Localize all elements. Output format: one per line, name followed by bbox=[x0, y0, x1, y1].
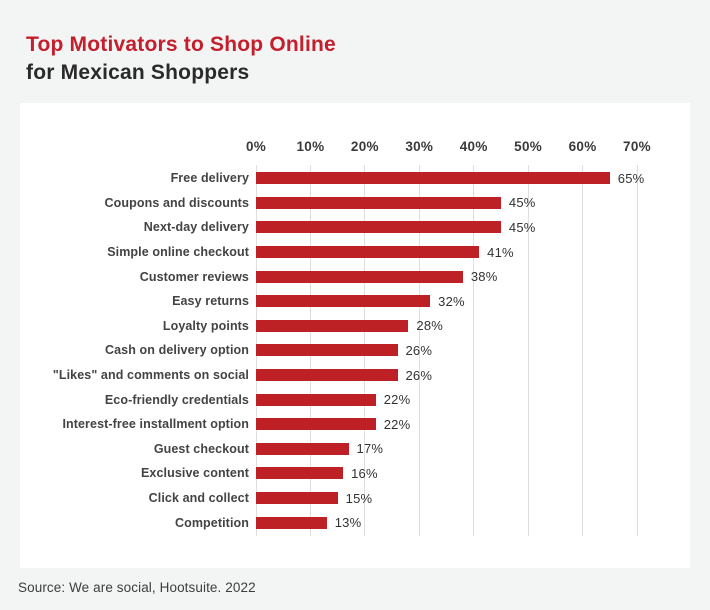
category-label: "Likes" and comments on social bbox=[52, 368, 249, 383]
bar-row: Cash on delivery option 26% bbox=[20, 338, 690, 363]
value-label: 22% bbox=[383, 416, 411, 432]
bar bbox=[256, 246, 480, 259]
bar bbox=[256, 369, 398, 382]
bar-track: 32% bbox=[256, 294, 690, 309]
bar-track: 26% bbox=[256, 368, 690, 383]
chart-card: 0% 10% 20% 30% 40% 50% 60% 70% Free delivery 65%… bbox=[20, 103, 690, 568]
category-label: Easy returns bbox=[172, 294, 249, 309]
value-label: 16% bbox=[351, 465, 378, 481]
category-label: Guest checkout bbox=[153, 441, 249, 456]
category-label: Loyalty points bbox=[162, 318, 249, 333]
axis-tick-label: 50% bbox=[514, 139, 543, 154]
category-label: Interest-free installment option bbox=[62, 417, 249, 432]
bar-track: 22% bbox=[256, 392, 690, 407]
bar-row: Simple online checkout 41% bbox=[20, 240, 690, 265]
bar-rows: Free delivery 65% Coupons and discounts 45%… bbox=[20, 166, 690, 535]
value-label: 15% bbox=[345, 490, 373, 506]
bar-track: 26% bbox=[256, 343, 690, 358]
bar-row: Click and collect 15% bbox=[20, 486, 690, 511]
bar-row: Guest checkout 17% bbox=[20, 437, 690, 462]
category-label: Coupons and discounts bbox=[104, 195, 249, 210]
bar-track: 16% bbox=[256, 466, 690, 481]
bar bbox=[256, 442, 349, 455]
bar-track: 38% bbox=[256, 269, 690, 284]
value-label: 22% bbox=[383, 392, 411, 408]
category-label: Cash on delivery option bbox=[105, 343, 249, 358]
bar-track: 45% bbox=[256, 220, 690, 235]
axis-tick-label: 30% bbox=[405, 139, 434, 154]
x-axis-tick-labels: 0% 10% 20% 30% 40% 50% 60% 70% bbox=[246, 139, 651, 157]
source-attribution: Source: We are social, Hootsuite. 2022 bbox=[18, 580, 256, 595]
axis-tick-label: 60% bbox=[568, 139, 597, 154]
bar-row: Competition 13% bbox=[20, 510, 690, 535]
value-label: 13% bbox=[334, 515, 362, 531]
value-label: 32% bbox=[438, 293, 465, 309]
bar-track: 15% bbox=[256, 491, 690, 506]
value-label: 41% bbox=[487, 244, 514, 260]
axis-tick-label: 40% bbox=[459, 139, 488, 154]
bar-track: 22% bbox=[256, 417, 690, 432]
gridline bbox=[636, 165, 638, 536]
gridline bbox=[418, 165, 420, 536]
category-label: Free delivery bbox=[170, 171, 249, 186]
value-label: 65% bbox=[617, 170, 645, 186]
bar-row: Free delivery 65% bbox=[20, 166, 690, 191]
value-label: 26% bbox=[405, 342, 433, 358]
category-label: Simple online checkout bbox=[107, 245, 249, 260]
bar-track: 13% bbox=[256, 515, 690, 530]
gridline bbox=[527, 165, 529, 536]
category-label: Exclusive content bbox=[141, 466, 249, 481]
bar-row: Next-day delivery 45% bbox=[20, 215, 690, 240]
bar bbox=[256, 393, 376, 406]
category-label: Click and collect bbox=[148, 491, 249, 506]
bar-row: Eco-friendly credentials 22% bbox=[20, 387, 690, 412]
value-label: 17% bbox=[356, 441, 384, 457]
bar bbox=[256, 319, 409, 332]
axis-tick-label: 70% bbox=[623, 139, 651, 154]
value-label: 45% bbox=[508, 219, 536, 235]
value-label: 38% bbox=[470, 269, 498, 285]
bar-row: Customer reviews 38% bbox=[20, 264, 690, 289]
bar-row: Easy returns 32% bbox=[20, 289, 690, 314]
title-dark-line: for Mexican Shoppers bbox=[26, 61, 250, 84]
value-label: 28% bbox=[416, 318, 444, 334]
bar-row: Interest-free installment option 22% bbox=[20, 412, 690, 437]
bar-row: "Likes" and comments on social 26% bbox=[20, 363, 690, 388]
value-label: 26% bbox=[405, 367, 433, 383]
gridline bbox=[582, 165, 584, 536]
bar bbox=[256, 418, 376, 431]
bar-track: 41% bbox=[256, 245, 690, 260]
bar bbox=[256, 295, 431, 308]
axis-tick-label: 20% bbox=[350, 139, 379, 154]
axis-tick-label: 0% bbox=[245, 139, 267, 154]
category-label: Next-day delivery bbox=[143, 220, 249, 235]
bar bbox=[256, 172, 610, 185]
axis-tick-label: 10% bbox=[296, 139, 325, 154]
gridline bbox=[473, 165, 475, 536]
bar bbox=[256, 221, 501, 234]
bar-row: Exclusive content 16% bbox=[20, 461, 690, 486]
category-label: Competition bbox=[174, 515, 249, 530]
bar-row: Coupons and discounts 45% bbox=[20, 191, 690, 216]
bar bbox=[256, 196, 501, 209]
bar bbox=[256, 467, 344, 480]
category-label: Customer reviews bbox=[139, 269, 249, 284]
title-accent-line: Top Motivators to Shop Online bbox=[26, 33, 336, 56]
bar bbox=[256, 344, 398, 357]
bar-track: 65% bbox=[256, 171, 690, 186]
bar-track: 28% bbox=[256, 318, 690, 333]
bar-track: 17% bbox=[256, 441, 690, 456]
category-label: Eco-friendly credentials bbox=[104, 392, 249, 407]
bar bbox=[256, 492, 338, 505]
bar-row: Loyalty points 28% bbox=[20, 314, 690, 339]
bar bbox=[256, 270, 463, 283]
bar-track: 45% bbox=[256, 195, 690, 210]
bar bbox=[256, 516, 327, 529]
value-label: 45% bbox=[508, 195, 536, 211]
page-title: Top Motivators to Shop Online for Mexica… bbox=[26, 31, 336, 87]
